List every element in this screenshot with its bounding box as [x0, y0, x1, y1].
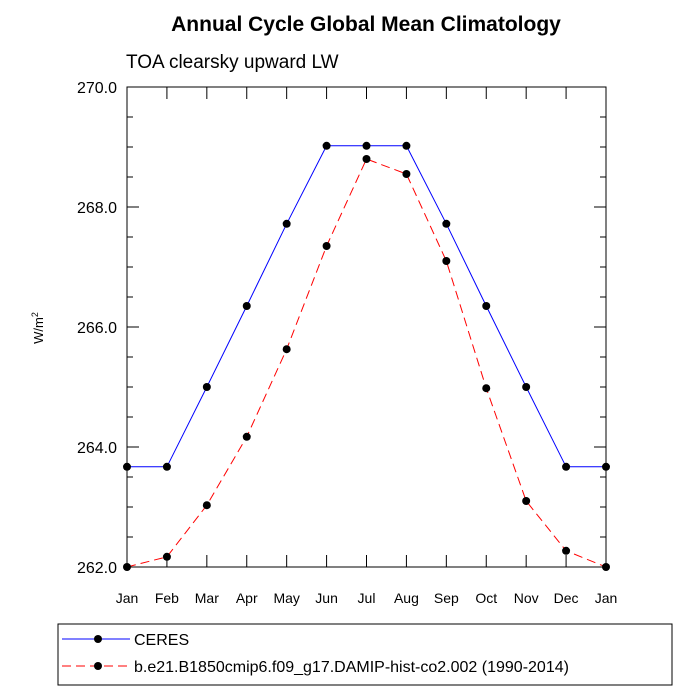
legend-label-2: b.e21.B1850cmip6.f09_g17.DAMIP-hist-co2.… — [134, 659, 569, 676]
series-2-point — [562, 546, 571, 555]
x-tick-label: Jun — [315, 590, 338, 606]
legend-marker-1 — [94, 635, 102, 643]
series-2-point — [322, 242, 331, 250]
legend-box — [57, 623, 673, 686]
y-tick-label: 270.0 — [77, 80, 117, 97]
series-2-point — [202, 501, 211, 510]
series-1-point — [482, 302, 491, 310]
x-tick-label: Jan — [595, 590, 618, 606]
series-1-point — [442, 219, 451, 228]
series-2-point — [522, 497, 531, 505]
y-axis-label: W/m2 — [30, 312, 46, 344]
series-1-point — [522, 383, 531, 391]
x-axis: Jan Feb Mar Apr May Jun Jul Aug Sep Oct Nov Dec Jan — [116, 87, 618, 606]
x-tick-label: Aug — [394, 590, 419, 606]
y-tick-label: 264.0 — [77, 440, 117, 457]
x-tick-label: Feb — [155, 590, 179, 606]
legend-marker-2 — [94, 662, 102, 670]
legend-label-1: CERES — [134, 632, 189, 649]
y-tick-label: 268.0 — [77, 200, 117, 217]
series-1-point — [562, 462, 571, 471]
y-tick-label: 266.0 — [77, 320, 117, 337]
series-1-point — [602, 462, 610, 471]
series-line-2 — [126, 158, 607, 568]
chart-subtitle: TOA clearsky upward LW — [126, 52, 339, 73]
series-2-point — [442, 257, 451, 265]
x-tick-label: Mar — [195, 590, 219, 606]
y-tick-label: 262.0 — [77, 560, 117, 577]
series-1-point — [162, 462, 171, 471]
x-tick-label: Jul — [358, 590, 376, 606]
series-1-point — [282, 219, 291, 228]
series-1-point — [362, 141, 371, 150]
x-tick-label: Apr — [236, 590, 258, 606]
series-1-point — [123, 462, 131, 471]
series-2-point — [602, 563, 610, 571]
series-2-point — [123, 563, 131, 571]
series-1-point — [242, 302, 251, 310]
series-2-point — [362, 155, 371, 163]
y-axis: 262.0 264.0 266.0 268.0 270.0 — [77, 80, 606, 577]
series-2-point — [402, 170, 411, 178]
series-line-1 — [127, 145, 606, 468]
series-layer — [123, 141, 610, 571]
x-tick-label: Sep — [434, 590, 459, 606]
x-tick-label: May — [273, 590, 299, 606]
series-1-point — [402, 141, 411, 150]
series-2-point — [282, 345, 291, 354]
series-2-point — [482, 384, 491, 393]
series-2-point — [242, 432, 251, 441]
series-1-point — [322, 141, 331, 150]
series-1-point — [202, 383, 211, 391]
chart-title: Annual Cycle Global Mean Climatology — [171, 13, 561, 36]
x-tick-label: Jan — [116, 590, 139, 606]
x-tick-label: Nov — [514, 590, 539, 606]
series-2-point — [162, 552, 171, 561]
x-tick-label: Oct — [475, 590, 497, 606]
x-tick-label: Dec — [554, 590, 579, 606]
legend: CERES b.e21.B1850cmip6.f09_g17.DAMIP-hist… — [57, 623, 673, 686]
